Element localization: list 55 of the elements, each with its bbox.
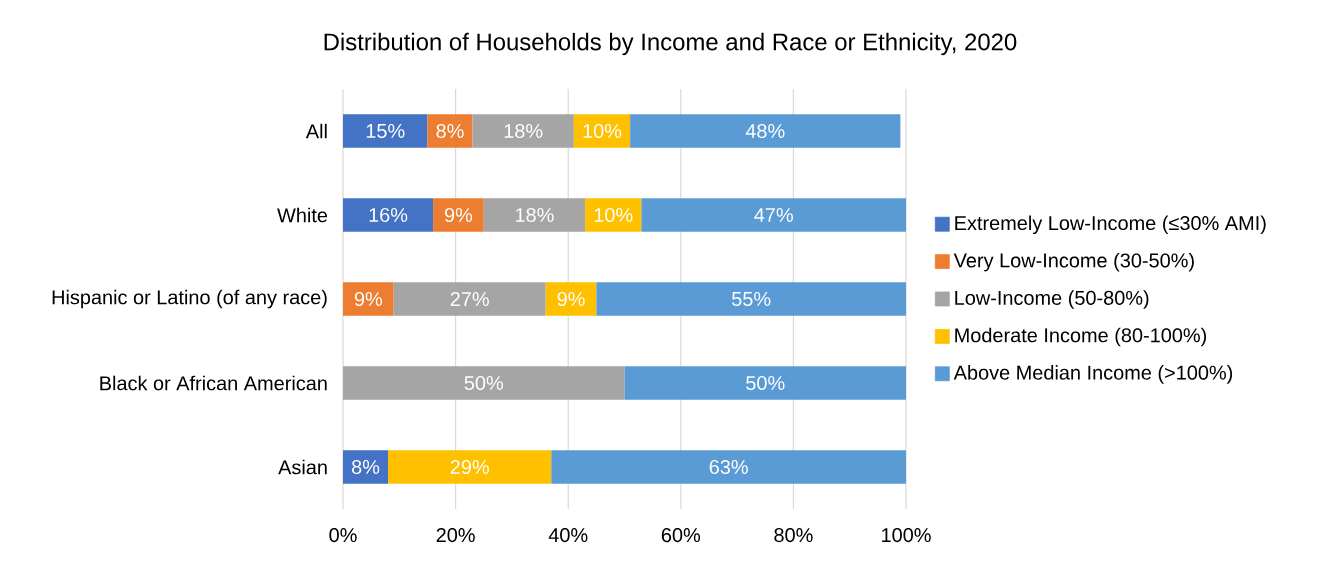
bar [343, 114, 428, 148]
bar [641, 198, 907, 232]
bar [585, 198, 642, 232]
data-label: 9% [354, 291, 383, 307]
data-label: 29% [450, 459, 489, 475]
data-label: 48% [745, 123, 785, 139]
bar [545, 282, 597, 316]
y-tick-label: Asian [278, 459, 327, 475]
chart-title: Distribution of Households by Income and Race or Ethnicity, 2020 [324, 32, 1017, 56]
x-tick-label: 20% [436, 528, 475, 543]
bar [393, 282, 546, 316]
data-label: 63% [709, 459, 748, 475]
data-label: 50% [746, 375, 785, 391]
data-label: 55% [732, 291, 771, 307]
x-tick-label: 100% [882, 528, 931, 543]
bar [343, 366, 625, 400]
bar [630, 114, 901, 148]
bar [573, 114, 631, 148]
data-label: 10% [594, 207, 633, 223]
data-label: 16% [369, 207, 408, 223]
data-label: 9% [444, 207, 473, 223]
bar [551, 450, 907, 484]
data-label: 27% [450, 292, 489, 307]
legend-label: Low-Income (50-80%) [955, 290, 1149, 309]
data-label: 10% [583, 123, 622, 139]
data-label: 18% [516, 207, 554, 223]
data-label: 9% [557, 291, 585, 307]
bar [433, 198, 484, 232]
y-tick-label: All [305, 123, 327, 139]
y-tick-label: White [277, 207, 328, 223]
x-tick-label: 80% [774, 528, 813, 543]
legend-label: Extremely Low-Income (≤30% AMI) [955, 215, 1266, 235]
bar [596, 282, 907, 316]
data-label: 47% [754, 208, 793, 222]
y-tick-label: Hispanic or Latino (of any race) [52, 289, 327, 309]
bar [343, 282, 394, 316]
data-label: 50% [464, 375, 503, 391]
x-tick-label: 40% [548, 528, 588, 543]
y-tick-label: Black or African American [100, 375, 327, 391]
legend-label: Above Median Income (>100%) [953, 365, 1233, 384]
data-label: 8% [436, 123, 464, 139]
legend-label: Moderate Income (80-100%) [955, 327, 1207, 347]
bar [343, 450, 389, 484]
data-label: 15% [366, 123, 405, 139]
bar [388, 450, 552, 484]
bar [427, 114, 473, 148]
legend-label: Very Low-Income (30-50%) [953, 252, 1194, 272]
bar [483, 198, 586, 232]
bar [343, 198, 434, 232]
data-label: 18% [504, 123, 543, 139]
data-label: 8% [351, 459, 380, 475]
bar [472, 114, 574, 148]
bar [624, 366, 907, 400]
x-tick-label: 60% [661, 528, 701, 543]
x-tick-label: 0% [329, 528, 357, 543]
